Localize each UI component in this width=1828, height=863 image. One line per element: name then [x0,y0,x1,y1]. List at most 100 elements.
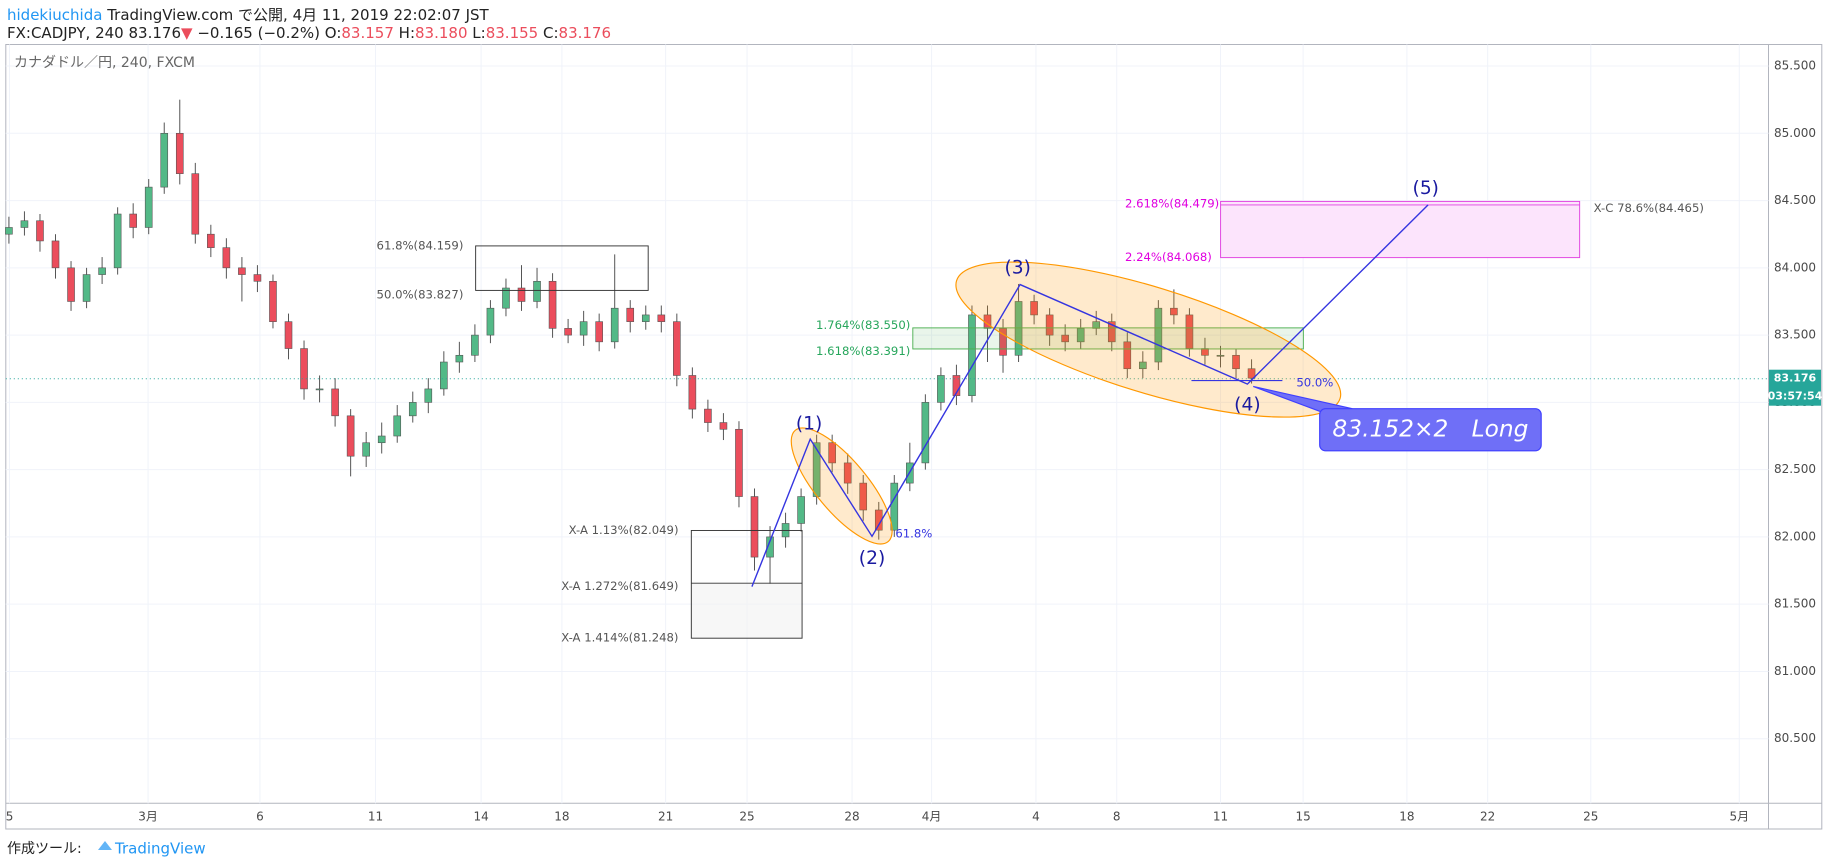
candle-body [284,321,293,349]
candle-body [626,307,635,322]
candle-body [1170,307,1178,316]
fib-label: 2.618%(84.479) [1125,196,1219,210]
candle-body [1139,361,1147,370]
candle-body [999,328,1007,356]
candle-body [828,442,836,464]
wave-ellipse [790,427,893,545]
candle-body [393,415,402,437]
candle-body [1045,314,1054,336]
y-tick-label: 81.000 [1774,664,1816,678]
x-tick-label: 4 [1032,810,1040,824]
candle-body [362,442,370,457]
q-value: 83.176 [559,24,612,42]
y-tick-label: 82.500 [1774,462,1816,476]
candle-body [641,314,650,322]
footer-brand[interactable]: TradingView [114,840,206,858]
x-tick-label: 5 [6,810,14,824]
candle-body [408,402,417,417]
candle-body [455,354,464,363]
q-label: H: [399,24,415,42]
arrow: ▼ [181,24,193,42]
candle-body [175,132,184,174]
y-tick-label: 83.500 [1774,328,1816,342]
header-line-2: FX:CADJPY, 240 83.176▼ −0.165 (−0.2%) O:… [7,24,611,42]
fib-label: 61.8%(84.159) [377,238,464,252]
candle-body [20,220,29,228]
candle-body [890,482,899,531]
axes: 85.50085.00084.50084.00083.50083.00082.5… [6,59,1823,824]
author: hidekiuchida [7,6,102,24]
candle-body [704,408,712,423]
candle-body [315,388,324,391]
y-tick-label: 84.000 [1774,260,1816,274]
y-tick-label: 85.000 [1774,126,1816,140]
candle-body [51,240,60,269]
x-tick-label: 25 [739,810,754,824]
footer-label: 作成ツール: [7,841,82,857]
x-tick-label: 15 [1295,810,1310,824]
candle-body [1154,307,1163,363]
chart-title: カナダドル／円, 240, FXCM [14,55,195,71]
y-tick-label: 82.000 [1774,529,1816,543]
x-tick-label: 21 [658,810,673,824]
y-tick-label: 80.500 [1774,731,1816,745]
wave-label: (5) [1413,178,1439,199]
fib-label: X-A 1.414%(81.248) [561,631,678,645]
fib-label: 1.618%(83.391) [816,344,910,358]
x-tick-label: 8 [1113,810,1121,824]
target-zone [1220,200,1581,259]
grid [5,44,1769,804]
xc-label: X-C 78.6%(84.465) [1594,201,1704,215]
candles [5,99,1769,585]
fib-label: X-A 1.272%(81.649) [561,579,678,593]
fib-zone [691,583,803,639]
candle-body [191,173,200,235]
countdown-label: 03:57:54 [1768,390,1823,403]
q-value: 83.157 [341,24,394,42]
candle-body [937,375,945,403]
candle-body [253,274,262,282]
candle-body [968,314,976,396]
candle-body [610,307,619,343]
candle-body [238,267,246,275]
candle-body [517,287,526,302]
candle-body [1247,368,1256,379]
symbol: FX:CADJPY, 240 [7,24,124,42]
fib-label: X-A 1.13%(82.049) [569,523,679,537]
candle-body [424,388,433,403]
candle-body [300,348,308,390]
candle-body [331,388,339,417]
candle-body [1030,301,1038,316]
x-tick-label: 11 [368,810,383,824]
candle-body [564,328,572,336]
candle-body [797,496,805,524]
fib-zone-green [912,327,1304,350]
candle-body [657,314,666,322]
x-tick-label: 3月 [138,810,158,824]
drawings: 61.8%(84.159) 50.0%(83.827) X-A 1.13%(82… [377,178,1704,645]
candle-body [207,233,215,248]
candle-body [502,287,510,309]
q-value: 83.155 [486,24,539,42]
candle-body [82,274,91,302]
wave-path [751,204,1429,587]
callout-box [1319,408,1542,452]
candle-body [160,132,169,188]
x-tick-label: 28 [844,810,859,824]
candle-body [766,536,774,558]
chart-frame [5,44,1823,830]
fib-label: 50.0%(83.827) [377,288,464,302]
x-tick-label: 18 [554,810,569,824]
brand-logo [98,841,112,850]
candle-body [440,361,448,390]
retrace-label: 61.8% [895,526,932,540]
retrace-label: 50.0% [1296,375,1333,389]
candle-body [735,428,743,497]
published: TradingView.com で公開, 4月 11, 2019 22:02:0… [106,6,489,24]
candle-body [377,435,386,444]
wave-ellipse [955,261,1342,418]
candle-body [533,280,541,302]
candle-body [1123,341,1132,370]
last-price-box [1769,369,1821,406]
